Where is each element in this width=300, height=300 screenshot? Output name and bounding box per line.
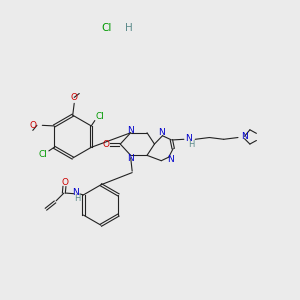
Text: N: N <box>241 132 248 141</box>
Text: N: N <box>128 126 134 135</box>
Text: H: H <box>188 140 194 148</box>
Text: O: O <box>103 140 110 148</box>
Text: O: O <box>70 93 77 102</box>
Text: N: N <box>167 155 174 164</box>
Text: O: O <box>61 178 68 187</box>
Text: Cl: Cl <box>96 112 105 121</box>
Text: Cl: Cl <box>102 23 112 33</box>
Text: O: O <box>30 121 37 130</box>
Text: N: N <box>158 128 165 137</box>
Text: H: H <box>125 23 133 33</box>
Text: N: N <box>128 154 134 163</box>
Text: N: N <box>72 188 79 197</box>
Text: H: H <box>74 194 81 203</box>
Text: N: N <box>185 134 192 142</box>
Text: Cl: Cl <box>39 150 48 159</box>
